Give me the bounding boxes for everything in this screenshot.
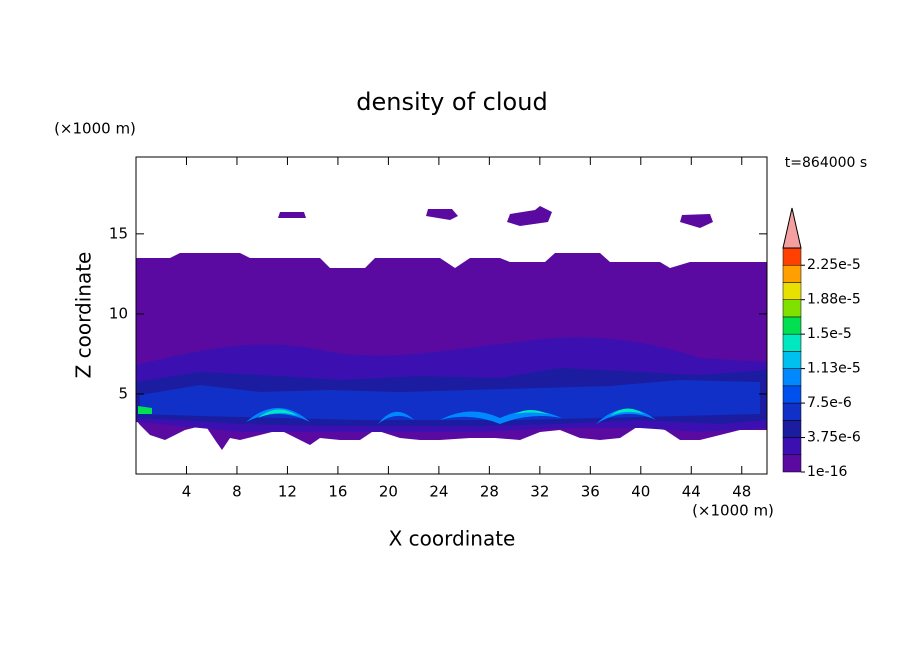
x-unit: (×1000 m): [692, 502, 774, 520]
colorbar-band: [782, 402, 802, 421]
colorbar-band: [782, 368, 802, 387]
y-tick-label: 15: [109, 224, 128, 242]
colorbar-band: [782, 264, 802, 283]
colorbar-tick-label: 7.5e-6: [807, 395, 852, 411]
colorbar-band: [782, 282, 802, 300]
colorbar-band: [782, 385, 802, 404]
contour-region: [507, 206, 552, 226]
y-tick-label: 10: [109, 304, 128, 322]
colorbar-band: [782, 454, 802, 473]
y-tick-label: 5: [118, 384, 128, 402]
x-tick-label: 24: [429, 483, 448, 501]
x-tick-label: 32: [530, 483, 549, 501]
x-tick-label: 36: [581, 483, 600, 501]
y-axis-label: Z coordinate: [72, 252, 96, 379]
colorbar-band: [782, 333, 802, 352]
colorbar-band: [782, 316, 802, 335]
contour-region: [515, 410, 548, 414]
contour-region: [680, 214, 713, 228]
x-tick-label: 12: [278, 483, 297, 501]
time-label: t=864000 s: [785, 155, 867, 171]
plot-frame: [135, 156, 768, 475]
colorbar-tick-label: 1.88e-5: [807, 292, 861, 308]
contour-region: [138, 406, 152, 414]
x-tick-label: 4: [182, 483, 192, 501]
colorbar-tick-label: 1e-16: [807, 464, 847, 480]
colorbar-tick-label: 1.5e-5: [807, 326, 852, 342]
x-tick-label: 8: [232, 483, 242, 501]
contour-region: [610, 408, 644, 416]
contour-region: [140, 380, 760, 420]
contour-region: [246, 408, 310, 422]
x-tick-label: 20: [379, 483, 398, 501]
contour-region: [426, 209, 458, 220]
x-tick-label: 16: [328, 483, 347, 501]
colorbar-band: [782, 420, 802, 438]
contour-region: [378, 411, 414, 424]
contour-region: [278, 212, 306, 218]
colorbar-band: [782, 351, 802, 369]
chart-title: density of cloud: [356, 88, 547, 116]
colorbar-band: [782, 247, 802, 266]
contour-region: [258, 409, 298, 418]
colorbar-extend: [782, 207, 802, 249]
x-tick-label: 28: [480, 483, 499, 501]
colorbar-tick-label: 1.13e-5: [807, 361, 861, 377]
contour-field: [136, 206, 767, 450]
colorbar-tick-label: 2.25e-5: [807, 257, 861, 273]
colorbar-band: [782, 299, 802, 318]
x-axis-label: X coordinate: [389, 527, 516, 551]
colorbar-band: [782, 437, 802, 456]
x-tick-label: 44: [682, 483, 701, 501]
x-tick-label: 40: [631, 483, 650, 501]
x-tick-label: 48: [732, 483, 751, 501]
contour-region: [440, 411, 562, 424]
y-unit: (×1000 m): [54, 120, 136, 138]
colorbar-tick-label: 3.75e-6: [807, 430, 861, 446]
